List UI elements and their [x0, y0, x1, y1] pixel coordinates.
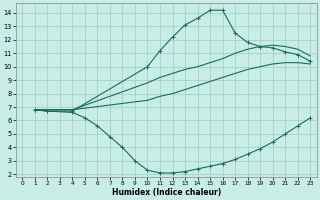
- X-axis label: Humidex (Indice chaleur): Humidex (Indice chaleur): [112, 188, 221, 197]
